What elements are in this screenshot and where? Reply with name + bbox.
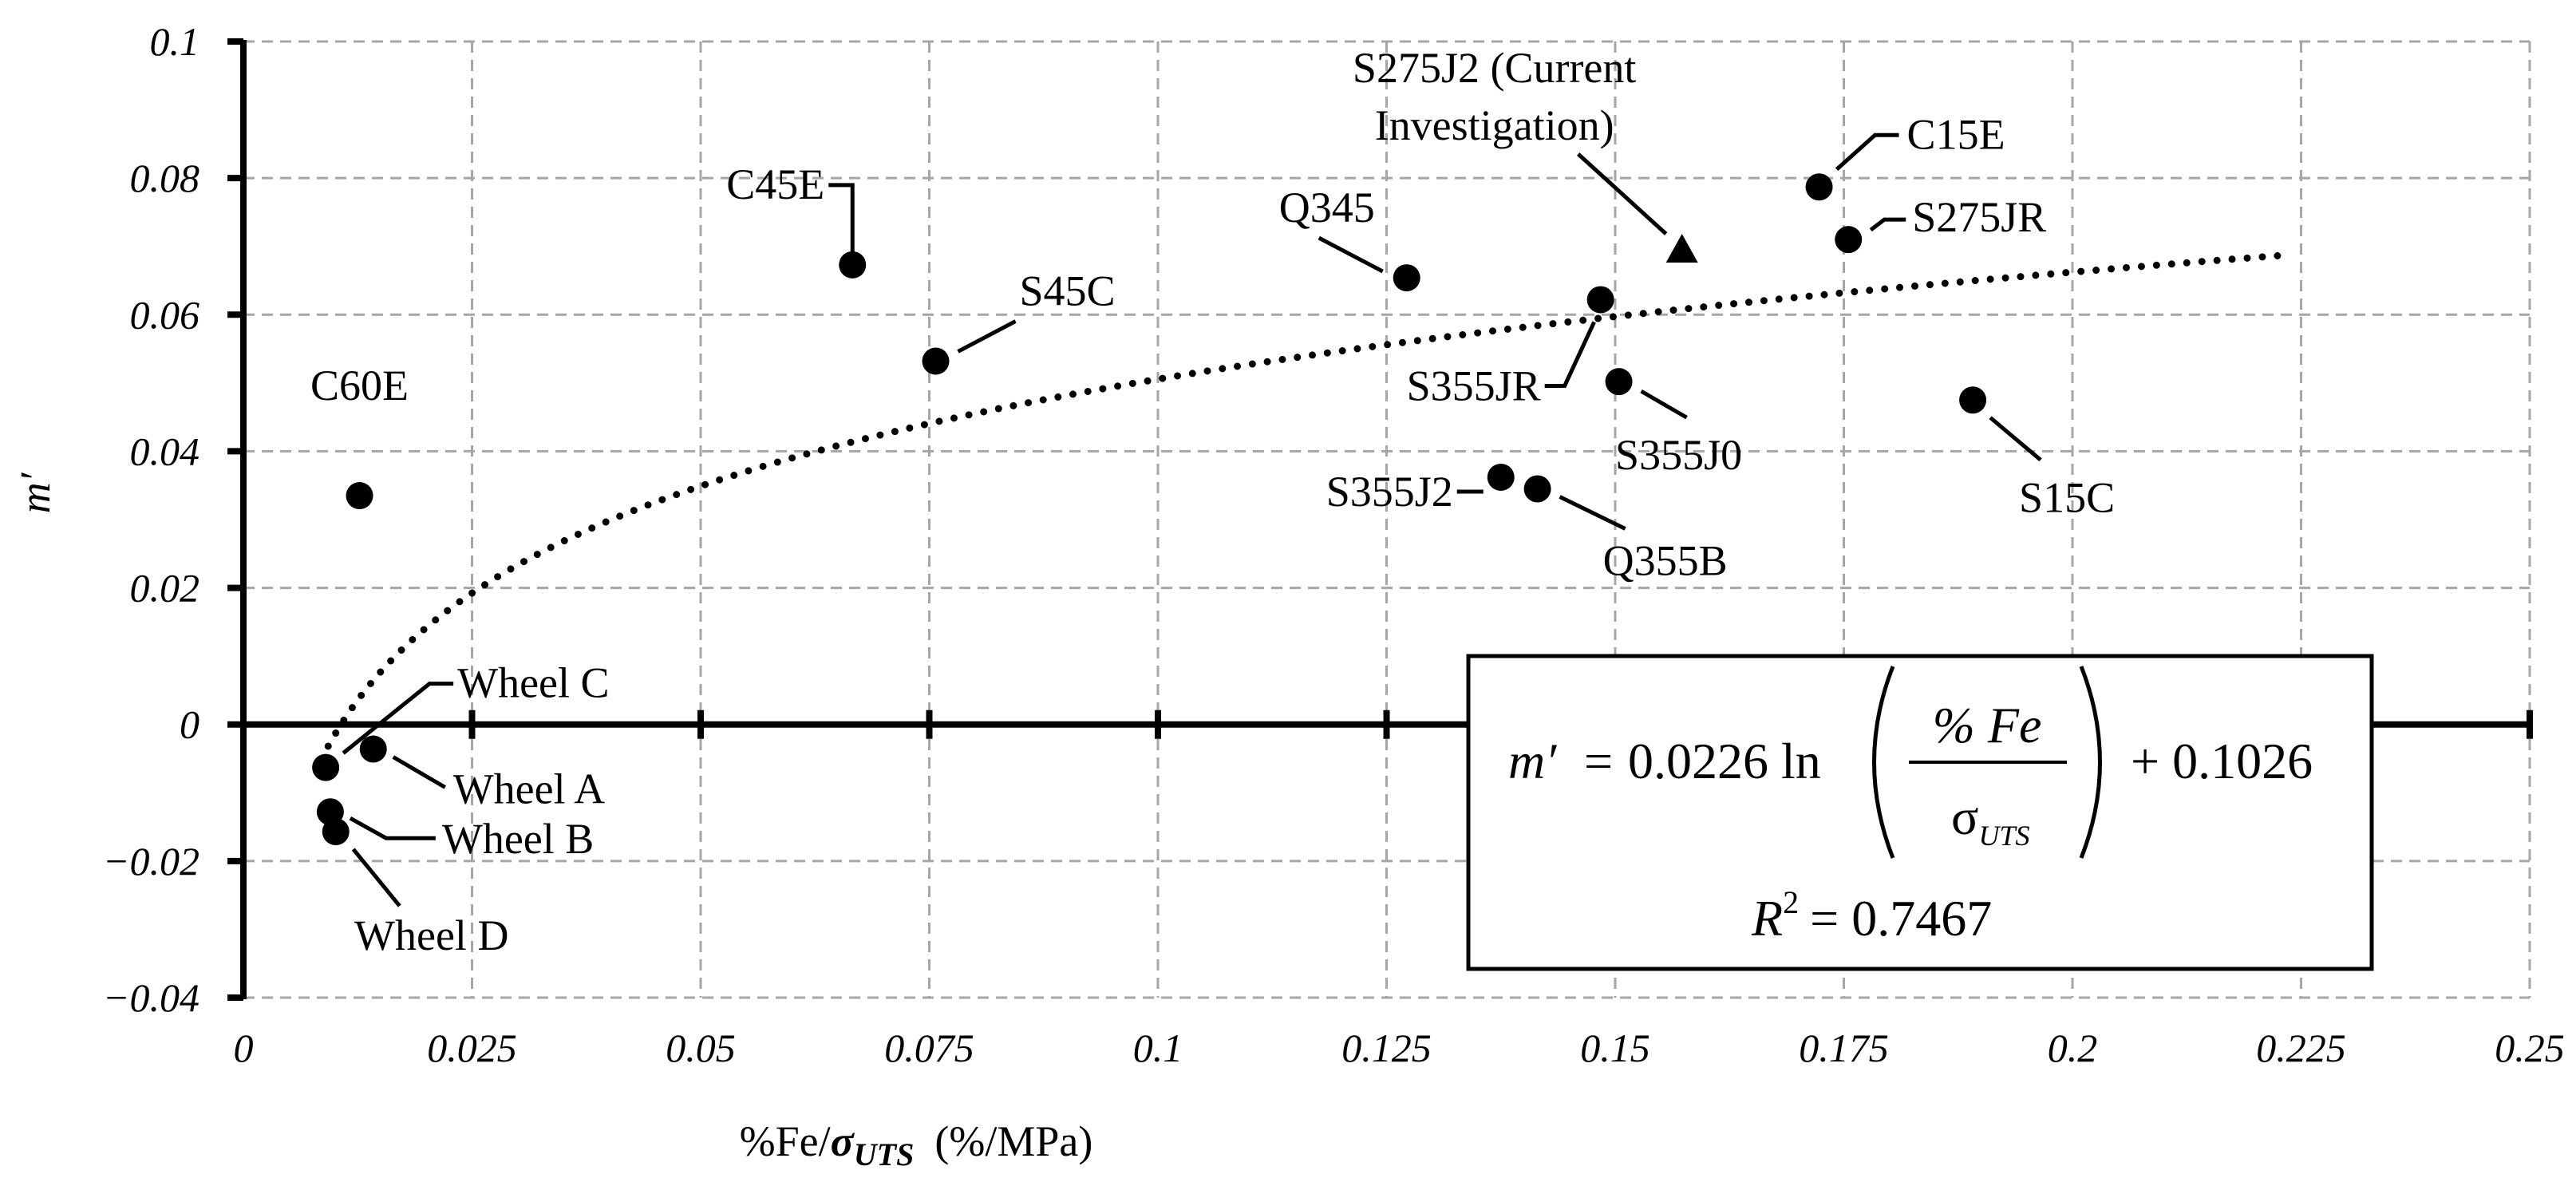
point-label-wheel-d: Wheel D bbox=[354, 911, 508, 959]
eq-plus-intercept: + 0.1026 bbox=[2131, 733, 2313, 789]
x-tick-label: 0.075 bbox=[884, 1026, 974, 1070]
leader-s355jr bbox=[1544, 321, 1596, 388]
y-tick-label: 0.1 bbox=[150, 19, 200, 64]
point-label-s45c: S45C bbox=[1020, 267, 1116, 314]
leader-layer bbox=[342, 132, 2042, 907]
x-tick-label: 0.175 bbox=[1799, 1026, 1889, 1070]
eq-left-paren bbox=[1872, 666, 1895, 859]
eq-coef: 0.0226 ln bbox=[1628, 733, 1821, 789]
x-axis-title: %Fe/σUTS (%/MPa) bbox=[740, 1117, 1093, 1172]
label-layer: C60E C45E S45C Q345 S355JR S355J0 S355J2 Q355B C… bbox=[310, 44, 2115, 959]
point-marker-wheel-a bbox=[359, 735, 387, 763]
leader-q355b bbox=[1559, 495, 1626, 531]
equation-box-frame bbox=[1466, 654, 2374, 971]
point-marker-q345 bbox=[1393, 264, 1420, 292]
y-tick-label: 0.08 bbox=[130, 156, 200, 200]
x-tick-label: 0 bbox=[234, 1026, 254, 1070]
x-tick-label: 0.125 bbox=[1341, 1026, 1432, 1070]
x-axis-title-sub: UTS bbox=[854, 1136, 915, 1172]
tick-label-layer: 0 0.025 0.05 0.075 0.1 0.125 0.15 0.175 0.2 0.225… bbox=[103, 19, 2565, 1070]
point-label-c45e: C45E bbox=[726, 160, 824, 208]
leader-wheel-b bbox=[349, 816, 436, 840]
eq-den-sub: UTS bbox=[1979, 820, 2030, 852]
x-axis-title-main: %Fe/ bbox=[740, 1117, 831, 1165]
x-tick-label: 0.1 bbox=[1133, 1026, 1183, 1070]
point-label-s355j2: S355J2 bbox=[1326, 468, 1453, 516]
point-label-q345: Q345 bbox=[1279, 184, 1375, 231]
leader-c15e bbox=[1835, 132, 1899, 172]
point-label-wheel-b: Wheel B bbox=[442, 815, 594, 863]
point-marker-s355j0 bbox=[1605, 368, 1633, 396]
x-tick-label: 0.025 bbox=[427, 1026, 517, 1070]
y-tick-label: 0 bbox=[180, 702, 200, 747]
x-tick-label: 0.15 bbox=[1580, 1026, 1650, 1070]
leader-wheel-c bbox=[342, 682, 454, 755]
point-label-s275j2-current-investigation: S275J2 (Current Investigation) bbox=[1353, 44, 1636, 149]
leader-c45e bbox=[828, 183, 855, 255]
eq-den-sigma: σ bbox=[1951, 789, 1979, 845]
x-tick-label: 0.25 bbox=[2495, 1026, 2565, 1070]
point-marker-s45c bbox=[922, 347, 950, 375]
x-tick-label: 0.2 bbox=[2048, 1026, 2098, 1070]
eq-numerator: % Fe bbox=[1933, 697, 2042, 753]
point-label-s15c: S15C bbox=[2019, 473, 2115, 521]
point-marker-s275jr bbox=[1835, 226, 1863, 254]
eq-r2-rhs: = 0.7467 bbox=[1810, 890, 1992, 947]
leader-wheel-d bbox=[351, 848, 401, 907]
point-marker-wheel-c bbox=[312, 753, 340, 781]
x-axis-title-sigma: σ bbox=[831, 1117, 855, 1165]
eq-lhs: m′ bbox=[1508, 733, 1557, 789]
eq-equals: = bbox=[1584, 733, 1613, 789]
point-label-wheel-c: Wheel C bbox=[457, 659, 609, 707]
y-tick-label: 0.02 bbox=[130, 566, 200, 611]
point-marker-c60e bbox=[346, 482, 373, 510]
y-tick-label: 0.04 bbox=[130, 429, 200, 473]
leader-wheel-a bbox=[392, 755, 446, 789]
y-axis-title: m′ bbox=[11, 472, 59, 513]
point-marker-c15e bbox=[1805, 173, 1833, 201]
leader-s45c bbox=[957, 319, 1017, 354]
x-axis-title-unit: (%/MPa) bbox=[934, 1117, 1092, 1165]
point-label-c60e: C60E bbox=[310, 362, 409, 409]
point-marker-s355j2 bbox=[1487, 463, 1515, 491]
point-marker-c45e bbox=[839, 251, 867, 279]
point-label-s355jr: S355JR bbox=[1407, 362, 1541, 409]
leader-s15c bbox=[1989, 416, 2042, 462]
y-tick-label: −0.02 bbox=[103, 839, 200, 884]
point-label-line1: S275J2 (Current bbox=[1353, 44, 1636, 92]
marker-layer bbox=[312, 173, 1987, 846]
leader-s275j2-current-investigation bbox=[1576, 152, 1668, 235]
point-marker-wheel-d bbox=[322, 818, 350, 846]
point-marker-q355b bbox=[1523, 475, 1551, 503]
leader-s355j0 bbox=[1640, 389, 1688, 420]
point-label-s275jr: S275JR bbox=[1912, 193, 2046, 241]
eq-r2-sup: 2 bbox=[1783, 884, 1799, 920]
eq-right-paren bbox=[2079, 666, 2102, 859]
point-marker-s275j2-current-investigation bbox=[1665, 233, 1698, 263]
x-tick-label: 0.225 bbox=[2256, 1026, 2346, 1070]
leader-s275jr bbox=[1869, 217, 1906, 232]
point-label-wheel-a: Wheel A bbox=[453, 765, 605, 813]
eq-r2-lhs: R bbox=[1751, 890, 1783, 947]
x-tick-label: 0.05 bbox=[666, 1026, 736, 1070]
point-label-c15e: C15E bbox=[1907, 110, 2005, 158]
point-label-line2: Investigation) bbox=[1375, 101, 1614, 149]
point-label-q355b: Q355B bbox=[1603, 536, 1728, 584]
y-tick-label: −0.04 bbox=[103, 975, 200, 1020]
eq-r2: R2 = 0.7467 bbox=[1751, 884, 1992, 947]
y-tick-label: 0.06 bbox=[130, 292, 200, 337]
eq-denominator: σUTS bbox=[1951, 789, 2030, 852]
equation-box: m′ = 0.0226 ln % Fe σUTS + 0.1026 R2 = 0.… bbox=[1466, 654, 2374, 971]
point-marker-s15c bbox=[1959, 386, 1987, 414]
point-label-s355j0: S355J0 bbox=[1615, 431, 1742, 479]
point-marker-s355jr bbox=[1586, 286, 1614, 314]
leader-q345 bbox=[1318, 235, 1384, 274]
